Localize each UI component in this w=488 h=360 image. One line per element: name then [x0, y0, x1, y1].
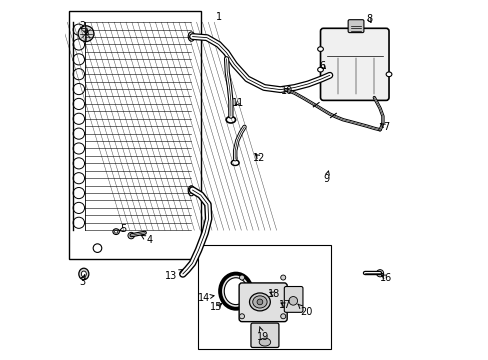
Ellipse shape — [114, 230, 118, 233]
FancyBboxPatch shape — [320, 28, 388, 100]
Ellipse shape — [79, 268, 89, 280]
Text: 19: 19 — [257, 327, 269, 342]
Bar — [69, 12, 201, 259]
Text: 18: 18 — [267, 289, 280, 299]
Text: 15: 15 — [210, 302, 222, 312]
Circle shape — [376, 270, 383, 277]
Circle shape — [93, 244, 102, 252]
Text: 16: 16 — [379, 273, 391, 283]
Text: 17: 17 — [278, 300, 290, 310]
Ellipse shape — [220, 274, 251, 309]
Text: 3: 3 — [79, 274, 85, 287]
Circle shape — [257, 299, 262, 305]
Circle shape — [288, 297, 297, 305]
Ellipse shape — [224, 278, 247, 305]
Circle shape — [78, 26, 94, 41]
Text: 9: 9 — [323, 171, 329, 184]
Text: 7: 7 — [380, 122, 388, 132]
Text: 11: 11 — [231, 98, 244, 108]
Ellipse shape — [386, 72, 391, 77]
Circle shape — [280, 275, 285, 280]
Ellipse shape — [259, 338, 270, 346]
Text: 6: 6 — [319, 61, 325, 71]
Ellipse shape — [188, 186, 194, 196]
FancyBboxPatch shape — [284, 287, 303, 312]
Circle shape — [239, 275, 244, 280]
Text: 2: 2 — [79, 21, 88, 33]
Text: 13: 13 — [164, 270, 183, 281]
Circle shape — [128, 232, 134, 239]
Ellipse shape — [81, 271, 86, 277]
Circle shape — [239, 314, 244, 319]
Ellipse shape — [113, 229, 119, 234]
Ellipse shape — [252, 296, 266, 308]
Ellipse shape — [249, 293, 270, 311]
FancyBboxPatch shape — [239, 283, 286, 321]
Ellipse shape — [317, 47, 323, 51]
Text: 1: 1 — [215, 12, 221, 22]
Ellipse shape — [317, 67, 323, 72]
FancyBboxPatch shape — [347, 20, 363, 33]
FancyBboxPatch shape — [250, 323, 278, 347]
Bar — [198, 244, 330, 348]
Ellipse shape — [188, 32, 194, 41]
Text: 14: 14 — [198, 293, 214, 303]
Text: 5: 5 — [119, 225, 126, 234]
Circle shape — [280, 314, 285, 319]
Text: 10: 10 — [280, 86, 292, 96]
Text: 20: 20 — [297, 304, 312, 317]
Text: 12: 12 — [253, 153, 265, 163]
Text: 4: 4 — [141, 235, 152, 245]
Text: 8: 8 — [366, 14, 371, 24]
